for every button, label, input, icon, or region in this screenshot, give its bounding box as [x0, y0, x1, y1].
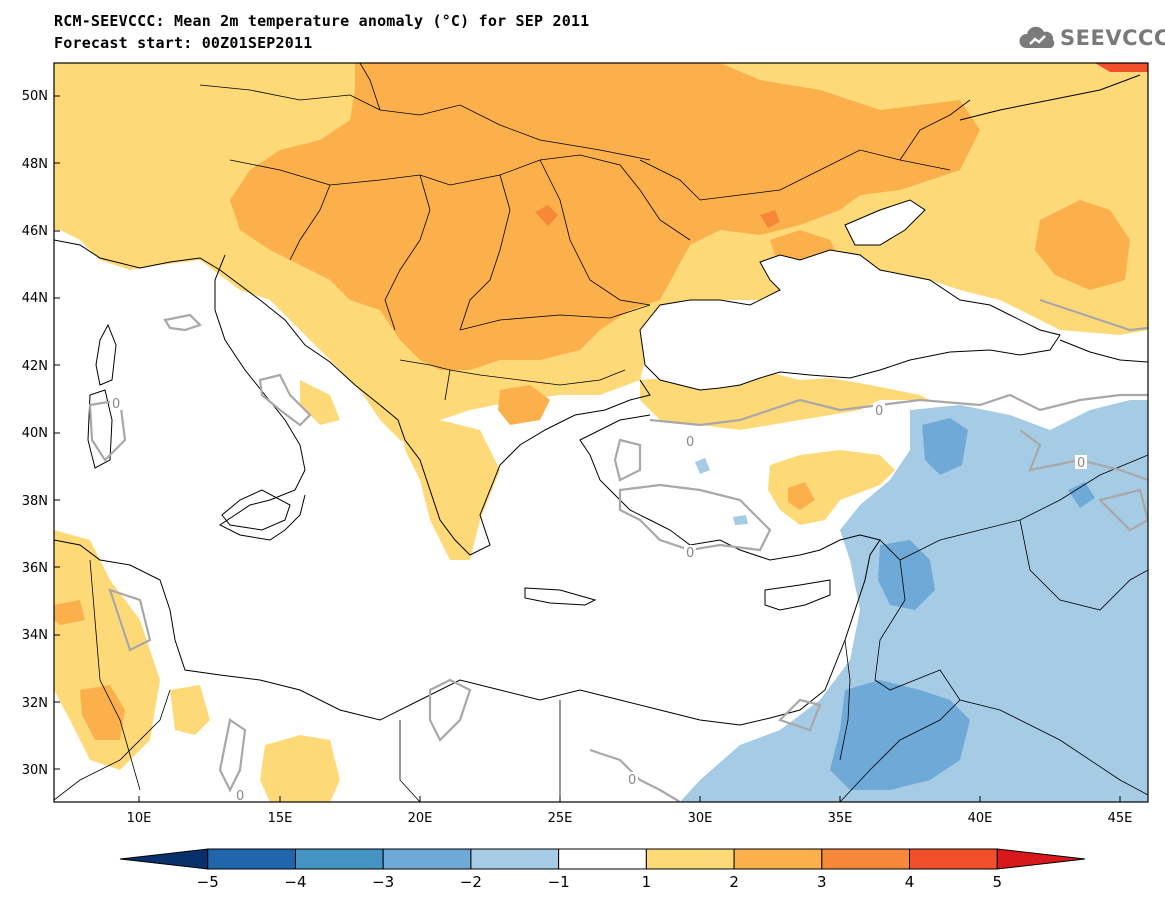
contour-label: 0: [628, 773, 636, 788]
black-sea: [639, 199, 1061, 391]
colorbar-level-label: −5: [197, 873, 219, 891]
contour-label: 0: [236, 789, 244, 804]
contour-label: 0: [112, 397, 120, 412]
anomaly-minus1-2-turkey-west: [695, 458, 710, 474]
lat-tick-label: 38N: [22, 494, 48, 509]
colorbar-level-label: 3: [817, 873, 827, 891]
colorbar-level-label: 1: [642, 873, 652, 891]
lat-tick-label: 48N: [22, 157, 48, 172]
anomaly-1-2-libya-east: [260, 735, 340, 802]
anomaly-minus2-3-iraq: [1068, 482, 1095, 508]
contour-labels: 0 0 0 0 0 0 0: [110, 396, 1087, 804]
colorbar-level-label: −3: [372, 873, 394, 891]
anomaly-field: [54, 63, 1148, 802]
colorbar-segment: [470, 848, 560, 870]
lon-tick-label: 20E: [408, 811, 433, 826]
sea-of-azov: [844, 199, 926, 246]
lon-tick-label: 10E: [127, 811, 152, 826]
lon-tick-label: 40E: [968, 811, 993, 826]
colorbar-segment: [733, 848, 823, 870]
lon-tick-label: 15E: [268, 811, 293, 826]
colorbar-segment: [996, 848, 1086, 870]
colorbar-segment: [294, 848, 384, 870]
lat-tick-label: 32N: [22, 696, 48, 711]
lon-tick-label: 30E: [688, 811, 713, 826]
contour-label: 0: [686, 435, 694, 450]
anomaly-3-4-romania: [535, 205, 558, 226]
anomaly-2-3-central-europe: [230, 63, 980, 370]
map-title: RCM-SEEVCCC: Mean 2m temperature anomaly…: [54, 12, 590, 30]
colorbar-level-label: 5: [992, 873, 1002, 891]
lat-tick-label: 34N: [22, 628, 48, 643]
anomaly-2-3-tunisia-west: [54, 600, 85, 625]
forecast-start-label: Forecast start: 00Z01SEP2011: [54, 34, 313, 52]
anomaly-2-3-russia: [1035, 200, 1130, 290]
contour-label: 0: [1077, 456, 1085, 471]
coastlines: [54, 74, 1148, 726]
anomaly-2-3-macedonia: [498, 385, 550, 425]
seevccc-logo: SEEVCCC: [1060, 26, 1165, 50]
lon-tick-label: 25E: [548, 811, 573, 826]
longitude-ticks: 10E 15E 20E 25E 30E 35E 40E 45E: [127, 796, 1133, 826]
colorbar-segment: [909, 848, 998, 870]
contour-label: 0: [875, 404, 883, 419]
lon-tick-label: 45E: [1108, 811, 1133, 826]
anomaly-3-4-crimea: [760, 210, 780, 228]
colorbar: −5 −4 −3 −2 −1 1 2 3 4 5: [119, 848, 1086, 891]
country-borders: [54, 63, 1148, 802]
latitude-ticks: 50N 48N 46N 44N 42N 40N 38N 36N 34N 32N …: [22, 89, 60, 778]
contour-label: 0: [686, 546, 694, 561]
colorbar-level-label: 4: [905, 873, 915, 891]
anomaly-2-3-tunisia: [80, 685, 125, 740]
lat-tick-label: 36N: [22, 561, 48, 576]
lat-tick-label: 42N: [22, 359, 48, 374]
colorbar-level-label: 2: [729, 873, 739, 891]
colorbar-segment: [119, 848, 209, 870]
anomaly-1-2-libya: [170, 685, 210, 735]
anomaly-2-3-turkey: [788, 482, 815, 510]
anomaly-1-2-greece: [400, 420, 500, 560]
cloud-logo-icon: [1019, 26, 1055, 48]
colorbar-level-label: −2: [460, 873, 482, 891]
colorbar-segment: [558, 848, 647, 870]
lat-tick-label: 30N: [22, 763, 48, 778]
anomaly-minus2-3-eastern-turkey: [922, 418, 968, 475]
anomaly-minus1-2-turkey-west2: [733, 515, 748, 525]
anomaly-minus2-3-jordan: [830, 680, 970, 790]
colorbar-segment: [382, 848, 472, 870]
colorbar-segment: [207, 848, 296, 870]
zero-contours: [88, 298, 1148, 802]
colorbar-segment: [821, 848, 911, 870]
anomaly-1-2-tunisia: [54, 530, 160, 770]
lat-tick-label: 40N: [22, 426, 48, 441]
colorbar-level-label: −4: [284, 873, 306, 891]
lat-tick-label: 44N: [22, 291, 48, 306]
anomaly-minus2-3-syria: [878, 540, 935, 610]
colorbar-segment: [645, 848, 735, 870]
colorbar-level-label: −1: [548, 873, 570, 891]
lat-tick-label: 46N: [22, 224, 48, 239]
lat-tick-label: 50N: [22, 89, 48, 104]
lon-tick-label: 35E: [828, 811, 853, 826]
anomaly-4-5-ne-corner: [1095, 63, 1148, 72]
